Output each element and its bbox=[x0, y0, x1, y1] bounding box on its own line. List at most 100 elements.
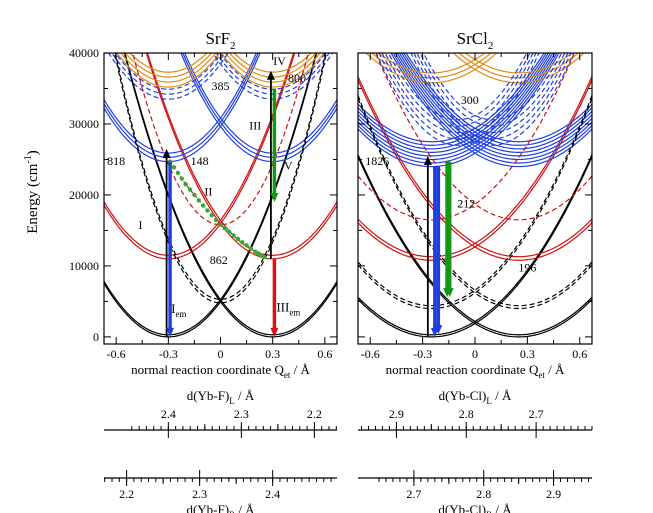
annotation-label: 1826 bbox=[365, 154, 389, 168]
potential-curve-ground bbox=[358, 98, 592, 310]
potential-curve-band3 bbox=[212, 53, 334, 100]
x-axis-label-sub: et bbox=[538, 370, 545, 380]
relaxation-dot bbox=[200, 203, 206, 208]
potential-curve-band4 bbox=[224, 53, 321, 83]
annotation-sub: em bbox=[289, 307, 300, 317]
x-tick-label: -0.3 bbox=[413, 347, 432, 361]
panel-title-main: SrCl bbox=[457, 29, 488, 48]
bond-scale-label-sub: L bbox=[229, 396, 235, 406]
potential-curve-ground bbox=[358, 154, 592, 336]
potential-curve-band3 bbox=[402, 53, 592, 146]
potential-curve-band3 bbox=[183, 53, 337, 154]
y-tick-label: 0 bbox=[93, 330, 99, 344]
annotation-main: I bbox=[171, 301, 175, 316]
relaxation-dot bbox=[183, 182, 188, 187]
potential-curve-ground bbox=[358, 156, 592, 338]
bond-scale-tick-label: 2.2 bbox=[119, 487, 134, 501]
relaxation-dot bbox=[171, 165, 177, 170]
annotation-label: V bbox=[284, 158, 293, 172]
y-axis-label: Energy (cm-1) bbox=[23, 150, 41, 233]
annotation-label: 148 bbox=[191, 154, 209, 168]
relaxation-dot bbox=[231, 233, 236, 238]
potential-curve-band3 bbox=[384, 53, 531, 127]
annotation-label: 862 bbox=[210, 253, 228, 267]
relaxation-dot bbox=[248, 246, 254, 251]
potential-curve-band2 bbox=[374, 53, 592, 221]
bond-scale-tick-label: 2.3 bbox=[234, 407, 249, 421]
x-tick-label: 0 bbox=[218, 347, 224, 361]
relaxation-dot bbox=[213, 217, 219, 223]
bond-scale-tick-label: 2.4 bbox=[265, 487, 280, 501]
bond-scale-tick-label: 2.2 bbox=[307, 407, 322, 421]
relaxation-dot bbox=[209, 212, 215, 218]
relaxation-dot bbox=[205, 208, 210, 213]
x-axis-label: normal reaction coordinate Qet / Å bbox=[131, 362, 310, 380]
bond-scale-label-unit: / Å bbox=[235, 502, 255, 513]
bond-scale-label-main: d(Yb-F) bbox=[187, 388, 230, 403]
x-tick-label: -0.3 bbox=[159, 347, 178, 361]
potential-curve-band3 bbox=[396, 53, 592, 157]
relaxation-dot bbox=[192, 192, 197, 198]
bond-scale-label-unit: / Å bbox=[492, 388, 512, 403]
x-axis-label: normal reaction coordinate Qet / Å bbox=[386, 362, 565, 380]
annotation-label: I bbox=[139, 218, 143, 232]
annotation-label: IIIem bbox=[276, 299, 300, 317]
transition-arrow-head bbox=[445, 288, 454, 298]
potential-curve-band3 bbox=[180, 53, 337, 163]
relaxation-dot bbox=[196, 198, 201, 203]
annotation-label: 800 bbox=[288, 71, 306, 85]
bond-scale-label: d(Yb-Cl)L / Å bbox=[439, 388, 512, 406]
x-axis-label-unit: / Å bbox=[545, 362, 565, 377]
transition-arrow-head bbox=[166, 327, 175, 337]
bond-scale-label: d(Yb-F)R / Å bbox=[186, 502, 255, 513]
potential-curve-ground bbox=[124, 53, 337, 336]
x-axis-label-sub: et bbox=[284, 370, 291, 380]
potential-curve-band4 bbox=[228, 53, 317, 78]
x-axis-label-main: normal reaction coordinate Q bbox=[386, 362, 539, 377]
potential-curve-ground bbox=[104, 53, 317, 336]
relaxation-dot bbox=[222, 226, 228, 231]
transition-arrow-head bbox=[270, 193, 279, 203]
transition-arrow-head bbox=[434, 325, 443, 335]
potential-curve-band3 bbox=[400, 53, 592, 150]
y-tick-label: 40000 bbox=[69, 46, 99, 60]
potential-curve-band3 bbox=[392, 53, 592, 164]
bond-scale-tick-label: 2.9 bbox=[389, 407, 404, 421]
potential-curve-band4 bbox=[128, 53, 208, 73]
annotation-label: III bbox=[249, 119, 261, 133]
x-tick-label: 0.6 bbox=[317, 347, 332, 361]
potential-curve-band3 bbox=[394, 53, 592, 161]
bond-scale-tick-label: 2.8 bbox=[476, 487, 491, 501]
annotation-sub: em bbox=[175, 309, 186, 319]
potential-curve-band3 bbox=[405, 53, 592, 143]
potential-curve-band3 bbox=[398, 53, 592, 153]
x-tick-label: 0.3 bbox=[520, 347, 535, 361]
potential-curve-ground bbox=[114, 53, 327, 300]
potential-curve-band4 bbox=[116, 53, 221, 88]
potential-curve-ground bbox=[358, 95, 592, 307]
relaxation-dot bbox=[175, 170, 181, 176]
y-tick-label: 10000 bbox=[69, 259, 99, 273]
bond-scale-label-main: d(Yb-F) bbox=[186, 502, 229, 513]
plot-area bbox=[358, 53, 592, 338]
bond-scale-tick-label: 2.4 bbox=[161, 407, 176, 421]
potential-curve-ground bbox=[358, 98, 592, 310]
potential-curve-band3 bbox=[410, 53, 575, 146]
bond-scale-label: d(Yb-Cl)R / Å bbox=[438, 502, 512, 513]
annotation-main: III bbox=[276, 299, 289, 314]
relaxation-dot bbox=[244, 243, 249, 248]
bond-scale-label-main: d(Yb-Cl) bbox=[438, 502, 486, 513]
plot-area bbox=[104, 53, 337, 338]
potential-curve-band3 bbox=[416, 53, 569, 134]
potential-curve-band2 bbox=[358, 53, 576, 221]
annotation-label: 196 bbox=[518, 261, 536, 275]
bond-scale-tick-label: 2.3 bbox=[192, 487, 207, 501]
bond-scale-tick-label: 2.9 bbox=[546, 487, 561, 501]
annotation-label: IV bbox=[273, 54, 286, 68]
bond-scale-label-sub: R bbox=[486, 510, 492, 513]
potential-curve-band2 bbox=[132, 53, 309, 226]
panel-srcl2: SrCl2 -0.6 -0.3 0 0.3 0.6 normal reaction coor… bbox=[357, 29, 593, 513]
relaxation-dot bbox=[179, 176, 185, 181]
potential-curve-ground bbox=[358, 95, 592, 307]
potential-curve-band2 bbox=[358, 79, 592, 261]
